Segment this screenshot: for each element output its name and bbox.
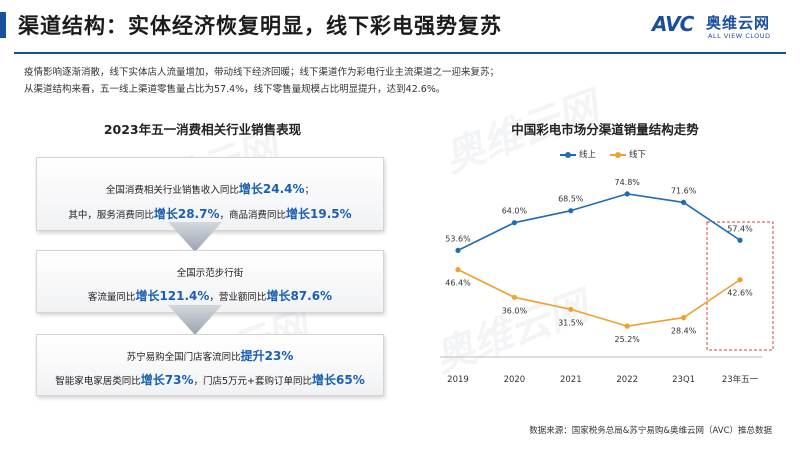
- legend-label: 线下: [629, 150, 647, 160]
- stat-box-pedestrian-street: 全国示范步行街 客流量同比增长121.4%，营业额同比增长87.6%: [36, 250, 384, 313]
- data-point: [624, 323, 630, 329]
- data-label: 71.6%: [671, 186, 697, 195]
- intro-text: 疫情影响逐渐消散，线下实体店人流量增加，带动线下经济回暖；线下渠道作为彩电行业主…: [24, 64, 499, 98]
- stat-text: ，商品消费同比: [219, 210, 287, 221]
- stat-text: ，营业额同比: [209, 292, 267, 303]
- data-label: 74.8%: [614, 178, 640, 187]
- highlight-box: [706, 221, 774, 351]
- stat-box-consumption: 全国消费相关行业销售收入同比增长24.4%； 其中，服务消费同比增长28.7%，…: [36, 157, 384, 231]
- legend-item-offline: 线下: [610, 148, 646, 160]
- legend-item-online: 线上: [560, 148, 596, 160]
- funnel-arrow-icon: [168, 305, 222, 335]
- stat-highlight: 提升23%: [240, 349, 294, 363]
- data-label: 53.6%: [445, 234, 471, 243]
- stat-text: 全国消费相关行业销售收入同比: [105, 185, 239, 196]
- data-point: [511, 220, 517, 226]
- stat-highlight: 增长19.5%: [286, 207, 352, 221]
- header-divider: [14, 52, 786, 54]
- series-line-online: [457, 193, 741, 252]
- stat-text: ，门店5万元+套购订单同比: [193, 376, 313, 387]
- x-tick-label: 2022: [616, 375, 638, 385]
- logo-name-cn: 奥维云网: [706, 14, 771, 32]
- stat-text: 客流量同比: [87, 292, 136, 303]
- data-point: [737, 237, 743, 243]
- stat-highlight: 增长121.4%: [135, 289, 210, 303]
- stat-highlight: 增长24.4%: [238, 182, 305, 196]
- stat-line: 其中，服务消费同比增长28.7%，商品消费同比增长19.5%: [37, 205, 383, 222]
- stat-line: 智能家电家居类同比增长73%，门店5万元+套购订单同比增长65%: [37, 371, 383, 388]
- data-label: 68.5%: [558, 195, 584, 204]
- data-point: [681, 199, 687, 205]
- data-point: [511, 294, 517, 300]
- data-label: 36.0%: [502, 306, 528, 315]
- stat-highlight: 增长87.6%: [266, 289, 333, 303]
- x-tick-label: 2021: [560, 375, 582, 385]
- x-tick-label: 2019: [447, 375, 469, 385]
- data-point: [455, 267, 461, 273]
- x-tick-label: 2020: [504, 375, 526, 385]
- legend-label: 线上: [579, 150, 597, 160]
- logo-mark: AVC: [652, 12, 694, 36]
- data-point: [455, 247, 461, 253]
- stat-box-suning: 苏宁易购全国门店客流同比提升23% 智能家电家居类同比增长73%，门店5万元+套…: [36, 334, 384, 396]
- stat-text: 其中，服务消费同比: [68, 210, 154, 221]
- data-label: 31.5%: [558, 318, 584, 327]
- x-tick-label: 23Q1: [672, 375, 695, 385]
- stat-highlight: 增长28.7%: [153, 207, 220, 221]
- data-point: [624, 191, 630, 197]
- data-label: 28.4%: [671, 327, 697, 336]
- stat-highlight: 增长73%: [140, 373, 194, 387]
- chart-title: 中国彩电市场分渠道销量结构走势: [511, 122, 699, 137]
- data-point: [737, 277, 743, 283]
- series-line-offline: [457, 268, 741, 327]
- data-label: 57.4%: [727, 224, 753, 233]
- stat-line: 全国消费相关行业销售收入同比增长24.4%；: [37, 180, 383, 197]
- data-source-note: 数据来源：国家税务总局&苏宁易购&奥维云网（AVC）推总数据: [529, 426, 772, 436]
- title-bar: 渠道结构：实体经济恢复明显，线下彩电强势复苏 AVC 奥维云网 ALL VIEW…: [0, 0, 800, 52]
- data-point: [681, 315, 687, 321]
- data-label: 46.4%: [445, 279, 471, 288]
- intro-line-2: 从渠道结构来看，五一线上渠道零售量占比为57.4%，线下零售量规模占比明显提升，…: [24, 84, 446, 95]
- stat-line: 客流量同比增长121.4%，营业额同比增长87.6%: [37, 287, 383, 304]
- stat-text: 智能家电家居类同比: [55, 376, 141, 387]
- data-label: 42.6%: [727, 289, 753, 298]
- data-label: 25.2%: [614, 335, 640, 344]
- stat-highlight: 增长65%: [312, 373, 365, 387]
- data-point: [568, 306, 574, 312]
- logo-name-en: ALL VIEW CLOUD: [708, 32, 771, 40]
- line-chart: 2019 2020 2021 2022 23Q1 23年五一 53.6% 64.0% 68.5%…: [440, 178, 774, 385]
- page-title: 渠道结构：实体经济恢复明显，线下彩电强势复苏: [18, 14, 502, 38]
- data-label: 64.0%: [502, 207, 528, 216]
- funnel-arrow-icon: [168, 222, 222, 252]
- stat-text: 苏宁易购全国门店客流同比: [126, 352, 241, 363]
- stat-line: 苏宁易购全国门店客流同比提升23%: [37, 347, 383, 364]
- left-panel-title: 2023年五一消费相关行业销售表现: [103, 122, 302, 137]
- stat-text: ；: [304, 185, 315, 196]
- data-point: [568, 208, 574, 214]
- stat-line: 全国示范步行街: [176, 268, 244, 279]
- x-tick-label: 23年五一: [722, 374, 759, 385]
- legend-swatch: [560, 151, 576, 158]
- intro-line-1: 疫情影响逐渐消散，线下实体店人流量增加，带动线下经济回暖；线下渠道作为彩电行业主…: [24, 67, 500, 78]
- title-accent-bar: [0, 12, 6, 38]
- avc-logo: AVC 奥维云网 ALL VIEW CLOUD: [652, 8, 792, 44]
- legend-swatch: [610, 151, 626, 158]
